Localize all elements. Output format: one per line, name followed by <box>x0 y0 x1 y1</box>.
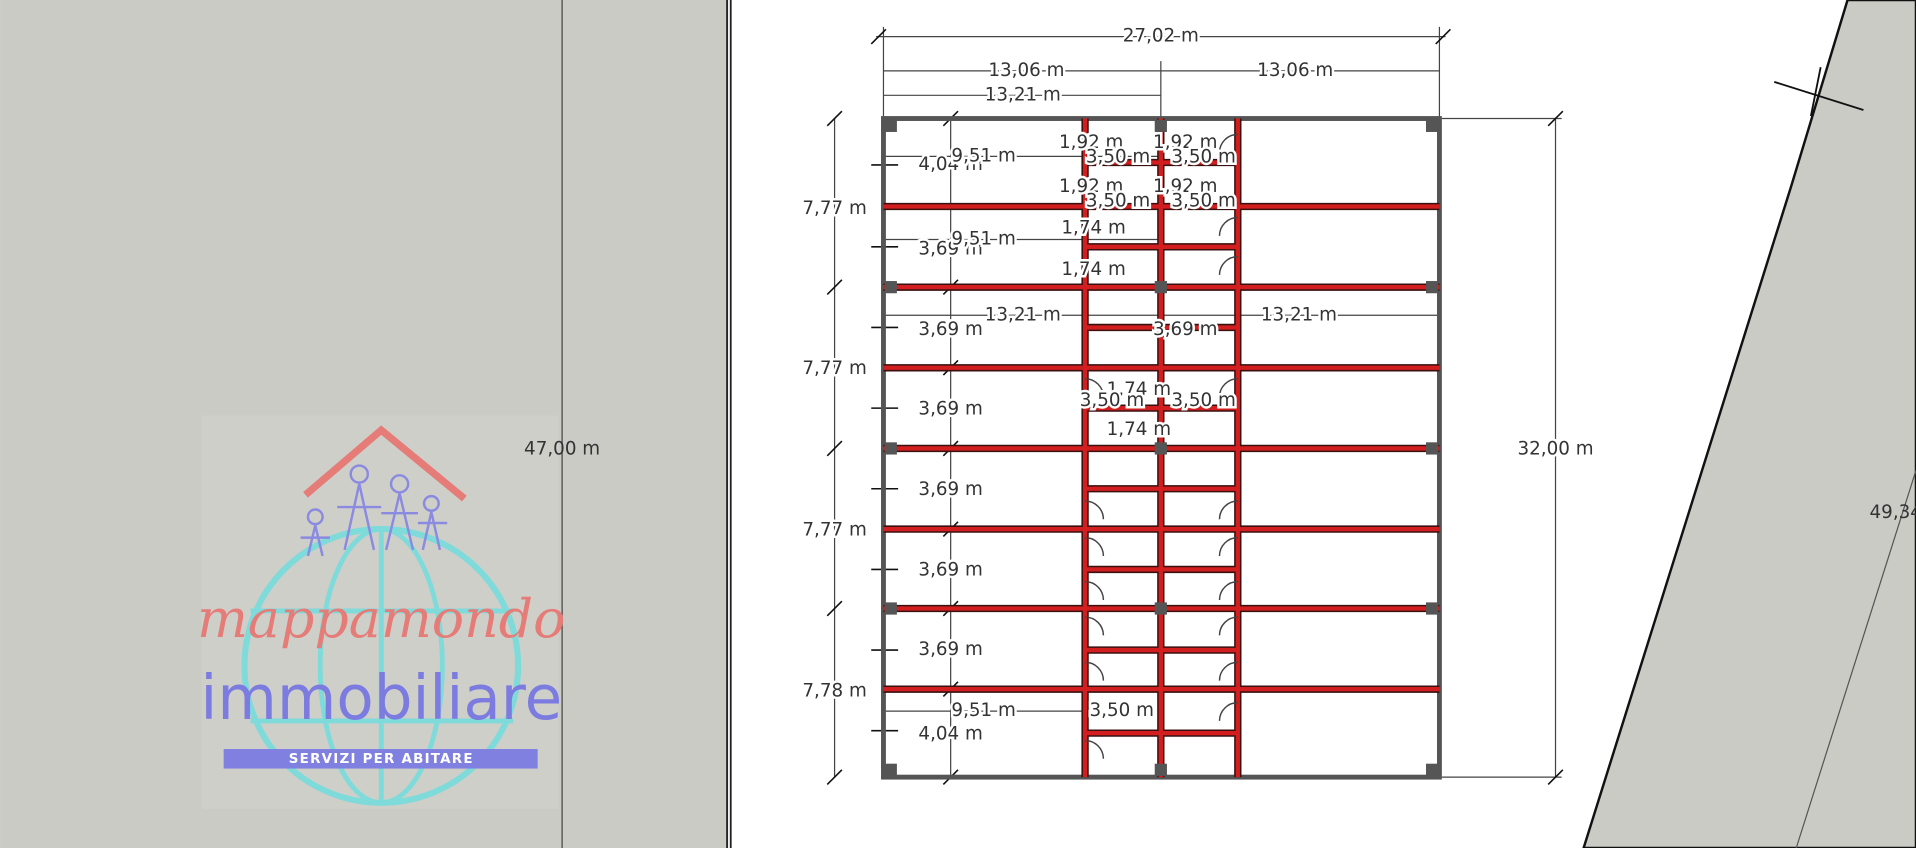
dimension-label: 3,69 m <box>918 560 982 581</box>
logo-brand: mappamondo <box>197 587 566 650</box>
dimension-label: 1,92 m <box>1153 132 1217 153</box>
dimension-label: 7,77 m <box>802 358 866 379</box>
dimension-label: 3,69 m <box>1153 319 1217 340</box>
dimension-label: 7,78 m <box>802 681 866 702</box>
dimension-label: 13,21 m <box>1261 304 1337 325</box>
dimension-label: 3,69 m <box>918 398 982 419</box>
dimension-label: 1,92 m <box>1153 176 1217 197</box>
dimension-label: 7,77 m <box>802 519 866 540</box>
dimension-label: 3,69 m <box>918 238 982 259</box>
dimension-label: 13,21 m <box>985 304 1061 325</box>
marker <box>1809 67 1822 117</box>
dimension-label: 1,92 m <box>1059 176 1123 197</box>
logo-bar <box>223 749 538 769</box>
dimension-label: 3,69 m <box>918 639 982 660</box>
dimension-label: 27,02 m <box>1123 26 1199 47</box>
dimension-label: 1,92 m <box>1059 132 1123 153</box>
dimension-lines <box>826 26 1564 786</box>
dimension-label: 3,50 m <box>1171 191 1235 212</box>
marker <box>1773 80 1864 111</box>
doors <box>1085 133 1238 759</box>
dimension-label: 3,50 m <box>1171 390 1235 411</box>
dimension-label: 49,34 <box>1870 502 1916 523</box>
dimension-label: 9,51 m <box>951 228 1015 249</box>
dimension-label: 4,04 m <box>918 723 982 744</box>
dimension-label: 1,74 m <box>1107 379 1171 400</box>
dimension-label: 3,50 m <box>1080 390 1144 411</box>
logo-tagline: SERVIZI PER ABITARE <box>289 752 474 767</box>
lot-line <box>1795 470 1916 848</box>
dimension-label: 3,50 m <box>1086 191 1150 212</box>
dimension-label: 32,00 m <box>1517 439 1593 460</box>
dimension-label: 1,74 m <box>1107 419 1171 440</box>
logo: mappamondo immobiliare SERVIZI PER ABITA… <box>197 425 566 806</box>
dimension-label: 13,06 m <box>988 60 1064 81</box>
logo-name: immobiliare <box>200 663 562 734</box>
dimension-label: 3,69 m <box>918 479 982 500</box>
dimension-label: 47,00 m <box>524 439 600 460</box>
dimension-label: 3,69 m <box>918 319 982 340</box>
dimension-label: 3,50 m <box>1090 700 1154 721</box>
neighbor-lot <box>1582 0 1916 848</box>
dimension-label: 13,06 m <box>1257 60 1333 81</box>
dimension-label: 9,51 m <box>951 145 1015 166</box>
dimension-label: 13,21 m <box>985 84 1061 105</box>
dimension-label: 3,50 m <box>1171 147 1235 168</box>
dimension-label: 4,04 m <box>918 154 982 175</box>
dimension-label: 1,74 m <box>1061 217 1125 238</box>
dimension-label: 9,51 m <box>951 700 1015 721</box>
dimension-label: 3,50 m <box>1086 147 1150 168</box>
columns <box>884 119 1439 776</box>
dimension-labels: 27,02 m 13,06 m 13,06 m 13,21 m 47,00 m 32,00… <box>524 23 1916 747</box>
dimension-label: 1,74 m <box>1061 259 1125 280</box>
dimension-label: 7,77 m <box>802 198 866 219</box>
